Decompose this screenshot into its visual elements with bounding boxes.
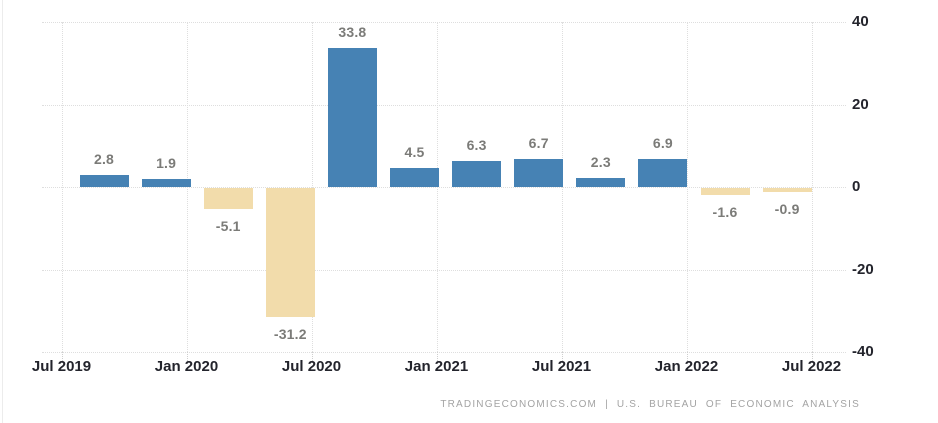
x-axis-tick [311, 352, 313, 361]
bar[interactable] [203, 188, 253, 210]
bar[interactable] [265, 188, 315, 317]
bar[interactable] [762, 188, 812, 192]
x-axis-label: Jul 2019 [31, 358, 92, 375]
bar[interactable] [638, 158, 688, 187]
gridline-h [42, 187, 846, 188]
bar[interactable] [327, 47, 377, 187]
gridline-h [42, 352, 846, 353]
bar-value-label: 2.3 [590, 153, 611, 170]
x-axis-label: Jan 2022 [654, 358, 719, 375]
x-axis-tick [61, 352, 63, 361]
bar[interactable] [514, 159, 564, 187]
x-axis-tick [686, 352, 688, 361]
bar-value-label: 33.8 [338, 23, 367, 40]
bar-value-label: -5.1 [215, 218, 241, 235]
bar-value-label: -31.2 [273, 325, 307, 342]
bar-value-label: 6.3 [466, 137, 487, 153]
gridline-v [436, 22, 438, 352]
gridline-v [311, 22, 313, 352]
gridline-v [811, 22, 813, 352]
y-axis-label: -40 [852, 343, 874, 360]
gridline-v [61, 22, 63, 352]
x-axis-tick [811, 352, 813, 361]
x-axis-label: Jul 2022 [781, 358, 842, 375]
gridline-v [686, 22, 688, 352]
bar-value-label: 1.9 [156, 155, 177, 172]
x-axis-tick [186, 352, 188, 361]
y-axis-label: 0 [852, 178, 861, 195]
bar-value-label: 4.5 [404, 144, 425, 161]
bar[interactable] [79, 175, 129, 187]
attribution: TRADINGECONOMICS.COM | U.S. BUREAU OF EC… [440, 399, 860, 410]
gridline-h [42, 269, 846, 271]
y-axis-label: 20 [852, 95, 869, 113]
gridline-h [42, 104, 846, 106]
gridline-h [42, 22, 846, 23]
bar-value-label: 6.7 [528, 135, 549, 152]
bar-value-label: -1.6 [712, 203, 738, 220]
bar[interactable] [700, 188, 750, 195]
y-axis-label: -20 [852, 260, 874, 278]
bar-value-label: 2.8 [93, 151, 115, 168]
gridline-v [186, 22, 188, 352]
bar[interactable] [141, 179, 191, 187]
y-axis-label: 40 [852, 13, 869, 30]
x-axis-tick [561, 352, 563, 361]
x-axis-label: Jul 2020 [281, 358, 342, 375]
bar-value-label: -0.9 [774, 200, 800, 217]
bar-value-label: 6.9 [652, 134, 673, 151]
x-axis-label: Jan 2020 [154, 358, 219, 375]
x-axis-label: Jan 2021 [404, 358, 469, 375]
bar[interactable] [452, 161, 502, 187]
bar[interactable] [576, 177, 626, 187]
gridline-v [561, 22, 563, 352]
x-axis-label: Jul 2021 [531, 358, 592, 375]
bar[interactable] [390, 168, 439, 187]
left-edge-divider [2, 0, 3, 423]
x-axis-tick [436, 352, 438, 361]
